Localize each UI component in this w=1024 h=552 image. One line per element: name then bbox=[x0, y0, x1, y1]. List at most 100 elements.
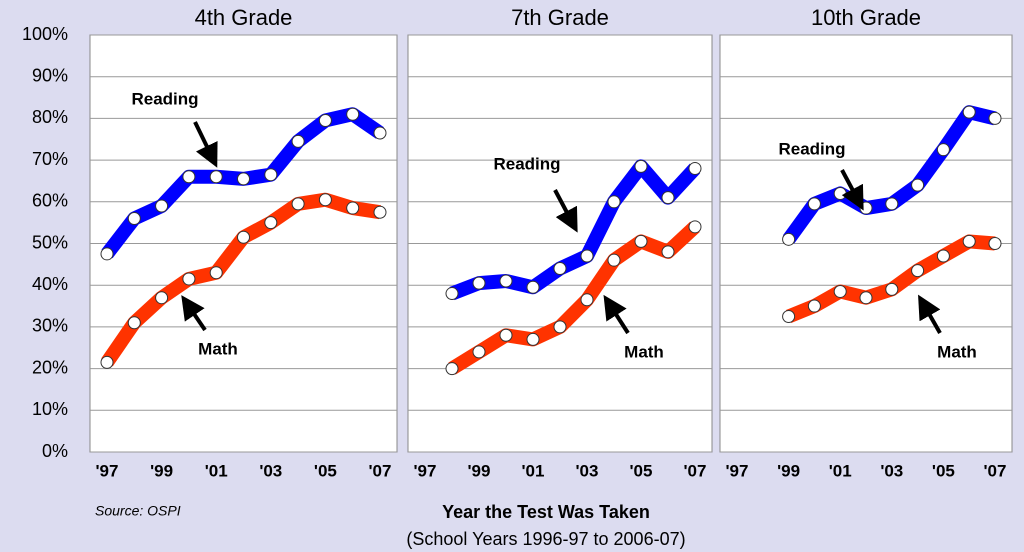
point bbox=[833, 186, 847, 200]
point bbox=[988, 111, 1002, 125]
point bbox=[209, 170, 223, 184]
y-tick-label: 70% bbox=[32, 149, 68, 169]
point bbox=[911, 178, 925, 192]
x-tick-label: '97 bbox=[726, 461, 749, 480]
series-line bbox=[449, 159, 701, 301]
point bbox=[580, 249, 594, 263]
x-tick-label: '97 bbox=[414, 461, 437, 480]
y-tick-label: 50% bbox=[32, 232, 68, 252]
x-axis-label: Year the Test Was Taken bbox=[442, 502, 650, 522]
point bbox=[100, 355, 114, 369]
x-tick-label: '99 bbox=[777, 461, 800, 480]
point bbox=[688, 161, 702, 175]
y-tick-label: 30% bbox=[32, 316, 68, 336]
point bbox=[988, 237, 1002, 250]
series-annotation: Reading bbox=[131, 89, 198, 108]
point bbox=[472, 276, 486, 290]
annotation-arrow bbox=[840, 169, 864, 211]
series-annotation: Reading bbox=[493, 154, 560, 173]
point bbox=[833, 284, 847, 298]
series-annotation: Math bbox=[937, 342, 977, 361]
point bbox=[607, 253, 621, 267]
point bbox=[526, 332, 540, 346]
x-tick-label: '03 bbox=[880, 461, 903, 480]
x-tick-label: '01 bbox=[829, 461, 852, 480]
y-tick-label: 60% bbox=[32, 191, 68, 211]
panel-title: 10th Grade bbox=[811, 5, 921, 30]
point bbox=[634, 159, 648, 173]
annotation-arrow bbox=[603, 294, 630, 335]
point bbox=[607, 195, 621, 209]
y-tick-label: 10% bbox=[32, 399, 68, 419]
point bbox=[782, 232, 796, 246]
x-tick-label: '99 bbox=[468, 461, 491, 480]
series-annotation: Reading bbox=[778, 139, 845, 158]
panel-title: 4th Grade bbox=[195, 5, 293, 30]
y-tick-label: 90% bbox=[32, 65, 68, 85]
point bbox=[127, 316, 141, 330]
point bbox=[580, 293, 594, 307]
x-tick-label: '01 bbox=[522, 461, 545, 480]
x-tick-label: '99 bbox=[150, 461, 173, 480]
point bbox=[634, 234, 648, 248]
point bbox=[155, 291, 169, 305]
annotation-arrow bbox=[553, 189, 578, 233]
point bbox=[155, 199, 169, 213]
point bbox=[346, 201, 360, 215]
point bbox=[936, 249, 950, 263]
point bbox=[885, 282, 899, 296]
point bbox=[237, 230, 250, 244]
point bbox=[209, 266, 223, 280]
point bbox=[936, 143, 950, 157]
point bbox=[661, 191, 675, 205]
point bbox=[962, 234, 976, 248]
point bbox=[291, 197, 305, 211]
point bbox=[807, 197, 821, 211]
point bbox=[127, 211, 141, 225]
point bbox=[911, 264, 925, 278]
annotation-arrow bbox=[181, 295, 207, 332]
point bbox=[318, 193, 332, 207]
panel-title: 7th Grade bbox=[511, 5, 609, 30]
series-line bbox=[448, 221, 700, 375]
point bbox=[661, 245, 675, 259]
point bbox=[318, 113, 332, 127]
point bbox=[291, 134, 305, 148]
point bbox=[237, 172, 250, 186]
point bbox=[445, 362, 459, 376]
point bbox=[962, 105, 976, 119]
point bbox=[346, 107, 360, 121]
point bbox=[373, 126, 387, 140]
x-tick-label: '03 bbox=[576, 461, 599, 480]
point bbox=[859, 291, 873, 305]
x-tick-label: '07 bbox=[369, 461, 392, 480]
x-tick-label: '05 bbox=[314, 461, 337, 480]
point bbox=[526, 280, 540, 294]
point bbox=[499, 328, 513, 342]
y-tick-label: 0% bbox=[42, 441, 68, 461]
point bbox=[859, 201, 873, 215]
x-tick-label: '07 bbox=[684, 461, 707, 480]
x-axis-sublabel: (School Years 1996-97 to 2006-07) bbox=[406, 529, 685, 549]
x-tick-label: '05 bbox=[630, 461, 653, 480]
annotation-arrow bbox=[193, 121, 218, 168]
y-tick-label: 40% bbox=[32, 274, 68, 294]
series-annotation: Math bbox=[624, 342, 664, 361]
point bbox=[553, 320, 567, 334]
point bbox=[182, 272, 196, 286]
y-tick-label: 20% bbox=[32, 357, 68, 377]
point bbox=[885, 197, 899, 211]
x-tick-label: '03 bbox=[259, 461, 282, 480]
point bbox=[782, 309, 796, 323]
y-tick-label: 80% bbox=[32, 107, 68, 127]
point bbox=[499, 274, 513, 288]
point bbox=[264, 168, 278, 182]
x-tick-label: '97 bbox=[96, 461, 119, 480]
point bbox=[807, 299, 821, 313]
point bbox=[688, 220, 702, 234]
point bbox=[373, 205, 387, 219]
source: Source: OSPI bbox=[95, 503, 181, 519]
x-tick-label: '01 bbox=[205, 461, 228, 480]
annotation-arrow bbox=[918, 294, 942, 334]
y-tick-label: 100% bbox=[22, 24, 68, 44]
